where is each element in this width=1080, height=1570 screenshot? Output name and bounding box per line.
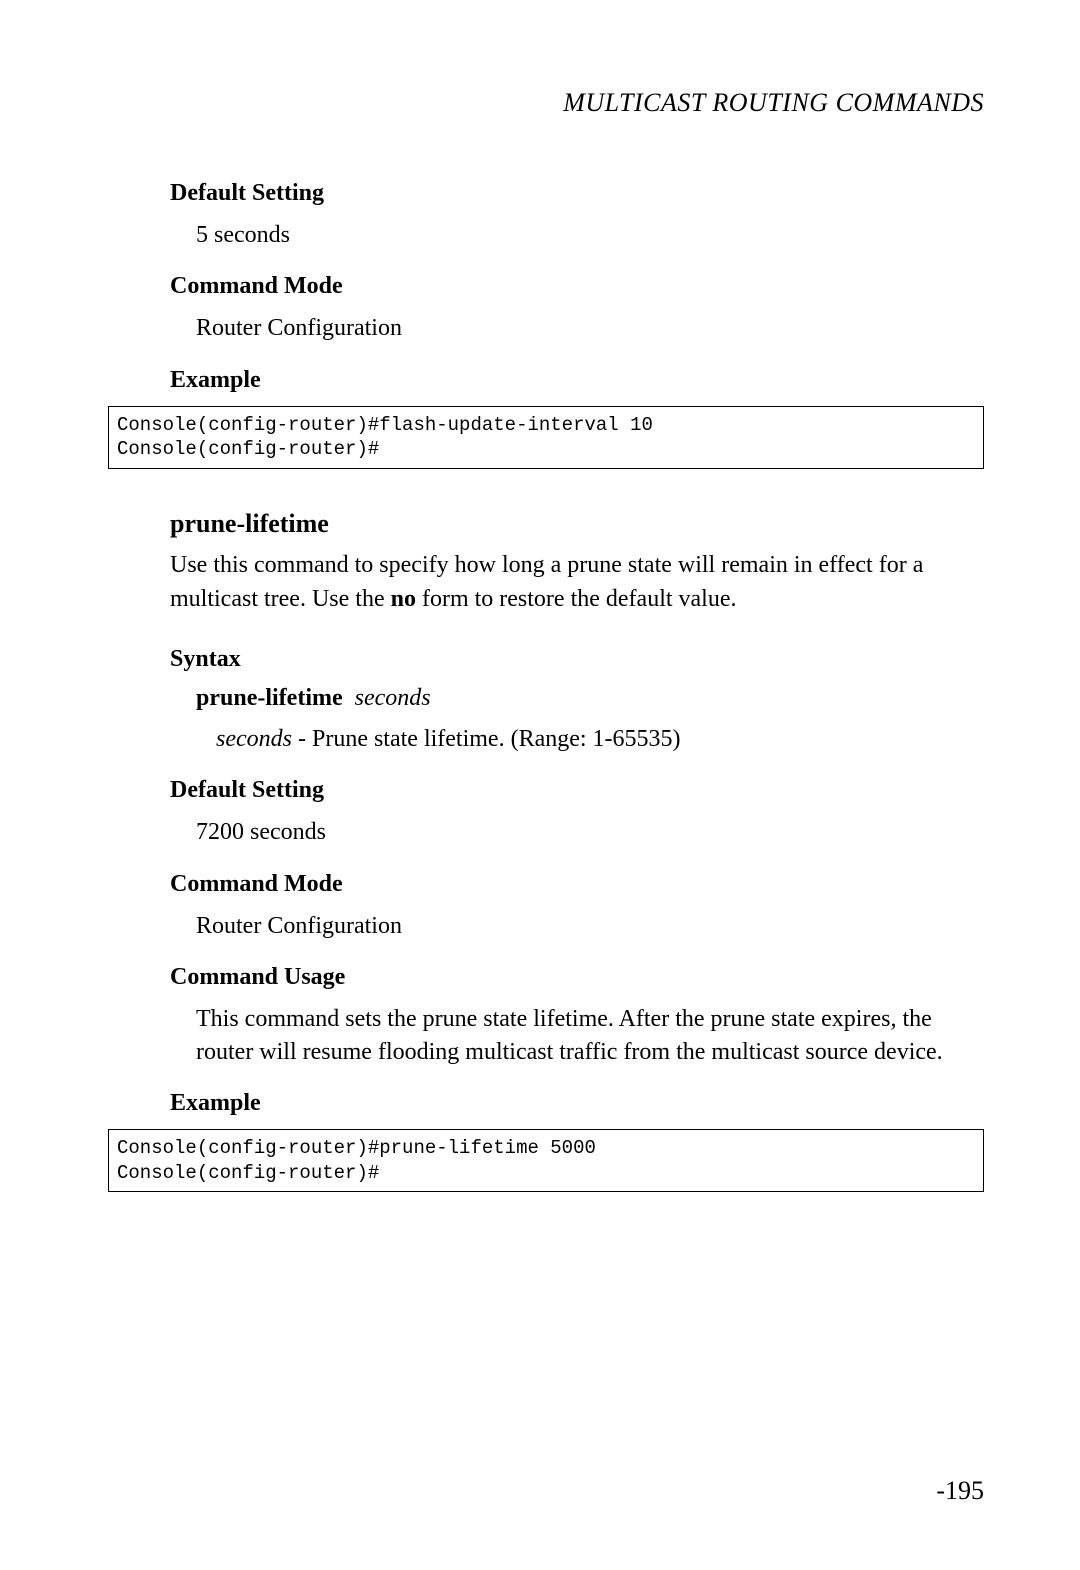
command-mode-body-2: Router Configuration [196, 910, 984, 942]
param-name-italic: seconds [216, 726, 292, 752]
command-mode-heading-2: Command Mode [170, 871, 984, 898]
command-title: prune-lifetime [170, 509, 984, 539]
example-heading: Example [170, 367, 984, 394]
syntax-param: seconds - Prune state lifetime. (Range: … [216, 726, 984, 753]
page-container: MULTICAST ROUTING COMMANDS Default Setti… [0, 0, 1080, 1282]
syntax-heading: Syntax [170, 646, 984, 673]
syntax-command-bold: prune-lifetime [196, 685, 343, 711]
description-bold: no [391, 586, 416, 612]
page-header: MULTICAST ROUTING COMMANDS [108, 88, 984, 118]
command-usage-body: This command sets the prune state lifeti… [196, 1003, 984, 1068]
default-setting-body-2: 7200 seconds [196, 816, 984, 848]
param-text: - Prune state lifetime. (Range: 1-65535) [292, 726, 681, 752]
content-area: Default Setting 5 seconds Command Mode R… [170, 180, 984, 1192]
default-setting-heading: Default Setting [170, 180, 984, 207]
syntax-command: prune-lifetime seconds [196, 685, 984, 712]
example-code-block-2: Console(config-router)#prune-lifetime 50… [108, 1129, 984, 1192]
default-setting-heading-2: Default Setting [170, 777, 984, 804]
section-prune-lifetime: prune-lifetime Use this command to speci… [170, 509, 984, 1192]
syntax-command-italic: seconds [355, 685, 431, 711]
default-setting-body: 5 seconds [196, 219, 984, 251]
command-mode-body: Router Configuration [196, 312, 984, 344]
command-mode-heading: Command Mode [170, 273, 984, 300]
section-flash-update: Default Setting 5 seconds Command Mode R… [170, 180, 984, 469]
example-code-block: Console(config-router)#flash-update-inte… [108, 406, 984, 469]
command-usage-heading: Command Usage [170, 964, 984, 991]
example-heading-2: Example [170, 1090, 984, 1117]
description-text-2: form to restore the default value. [416, 586, 737, 612]
page-number: -195 [936, 1476, 984, 1506]
command-description: Use this command to specify how long a p… [170, 549, 984, 616]
